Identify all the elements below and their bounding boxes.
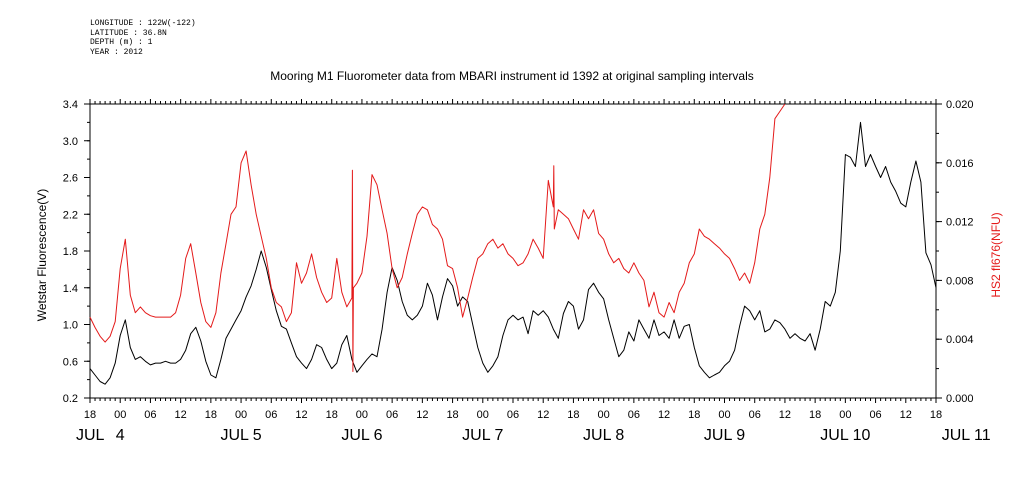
- wetstar-fluorescence-series-line: [89, 121, 937, 385]
- y-tick-label-left: 0.6: [63, 356, 78, 368]
- x-tick-label: 00: [598, 409, 610, 421]
- y-axis-label-left: Wetstar Fluorescence(V): [35, 189, 49, 322]
- latitude-label: LATITUDE : 36.8N: [90, 28, 167, 38]
- x-tick-label: 00: [477, 409, 489, 421]
- y-tick-label-right: 0.012: [946, 217, 974, 229]
- series-group: [89, 103, 937, 385]
- y-tick-label-left: 0.2: [63, 393, 78, 405]
- day-label: JUL 6: [341, 427, 382, 444]
- x-tick-label: 12: [779, 409, 791, 421]
- day-label: JUL 10: [820, 427, 870, 444]
- x-tick-label: 18: [688, 409, 700, 421]
- x-tick-label: 00: [114, 409, 126, 421]
- x-tick-label: 12: [416, 409, 428, 421]
- y-tick-label-right: 0.020: [946, 99, 974, 111]
- x-tick-label: 18: [205, 409, 217, 421]
- y-tick-label-left: 2.6: [63, 173, 78, 185]
- plot-axes: 18 00 06 12 18 00 06 12 18 00 06 12 18 00 06 12 18 00 06 12…: [63, 99, 991, 444]
- x-tick-label: 18: [567, 409, 579, 421]
- x-tick-label: 18: [930, 409, 942, 421]
- x-tick-label: 06: [507, 409, 519, 421]
- x-tick-label: 06: [869, 409, 881, 421]
- x-tick-label: 06: [265, 409, 277, 421]
- x-tick-label: 00: [718, 409, 730, 421]
- day-label: JUL 8: [583, 427, 624, 444]
- y-tick-label-right: 0.004: [946, 334, 974, 346]
- x-tick-label: 12: [900, 409, 912, 421]
- chart-title: Mooring M1 Fluorometer data from MBARI i…: [270, 69, 754, 83]
- x-tick-label: 00: [235, 409, 247, 421]
- day-label: JUL 7: [462, 427, 503, 444]
- y-tick-label-left: 1.0: [63, 320, 78, 332]
- x-tick-label: 00: [356, 409, 368, 421]
- hs2-fl676-series-line: [89, 103, 786, 372]
- x-tick-label: 18: [446, 409, 458, 421]
- y-tick-label-left: 3.4: [63, 99, 78, 111]
- longitude-label: LONGITUDE : 122W(-122): [90, 19, 196, 28]
- year-label: YEAR : 2012: [90, 47, 143, 57]
- x-tick-label: 12: [175, 409, 187, 421]
- x-tick-label: 00: [839, 409, 851, 421]
- day-label: JUL 5: [220, 427, 261, 444]
- y-tick-label-left: 3.0: [63, 136, 78, 148]
- y-tick-label-left: 1.8: [63, 246, 78, 258]
- x-tick-label: 12: [658, 409, 670, 421]
- x-tick-label: 12: [537, 409, 549, 421]
- day-label: JUL 11: [942, 427, 991, 444]
- x-tick-label: 18: [84, 409, 96, 421]
- x-tick-label: 18: [809, 409, 821, 421]
- y-tick-label-right: 0.000: [946, 393, 974, 405]
- x-tick-label: 06: [386, 409, 398, 421]
- y-tick-label-right: 0.008: [946, 275, 974, 287]
- day-label: 4: [116, 427, 125, 444]
- y-tick-label-left: 2.2: [63, 209, 78, 221]
- station-metadata: LONGITUDE : 122W(-122) LATITUDE : 36.8N …: [90, 19, 196, 57]
- x-tick-label: 06: [144, 409, 156, 421]
- x-tick-label: 06: [628, 409, 640, 421]
- y-tick-label-right: 0.016: [946, 158, 974, 170]
- y-axis-label-right: HS2 fl676(NFU): [989, 212, 1003, 297]
- day-label: JUL 9: [704, 427, 745, 444]
- day-label: JUL: [76, 427, 105, 444]
- y-tick-label-left: 1.4: [63, 283, 78, 295]
- x-tick-label: 12: [295, 409, 307, 421]
- x-tick-label: 18: [326, 409, 338, 421]
- depth-label: DEPTH (m) : 1: [90, 38, 153, 47]
- x-tick-label: 06: [749, 409, 761, 421]
- plot-frame: [89, 103, 937, 399]
